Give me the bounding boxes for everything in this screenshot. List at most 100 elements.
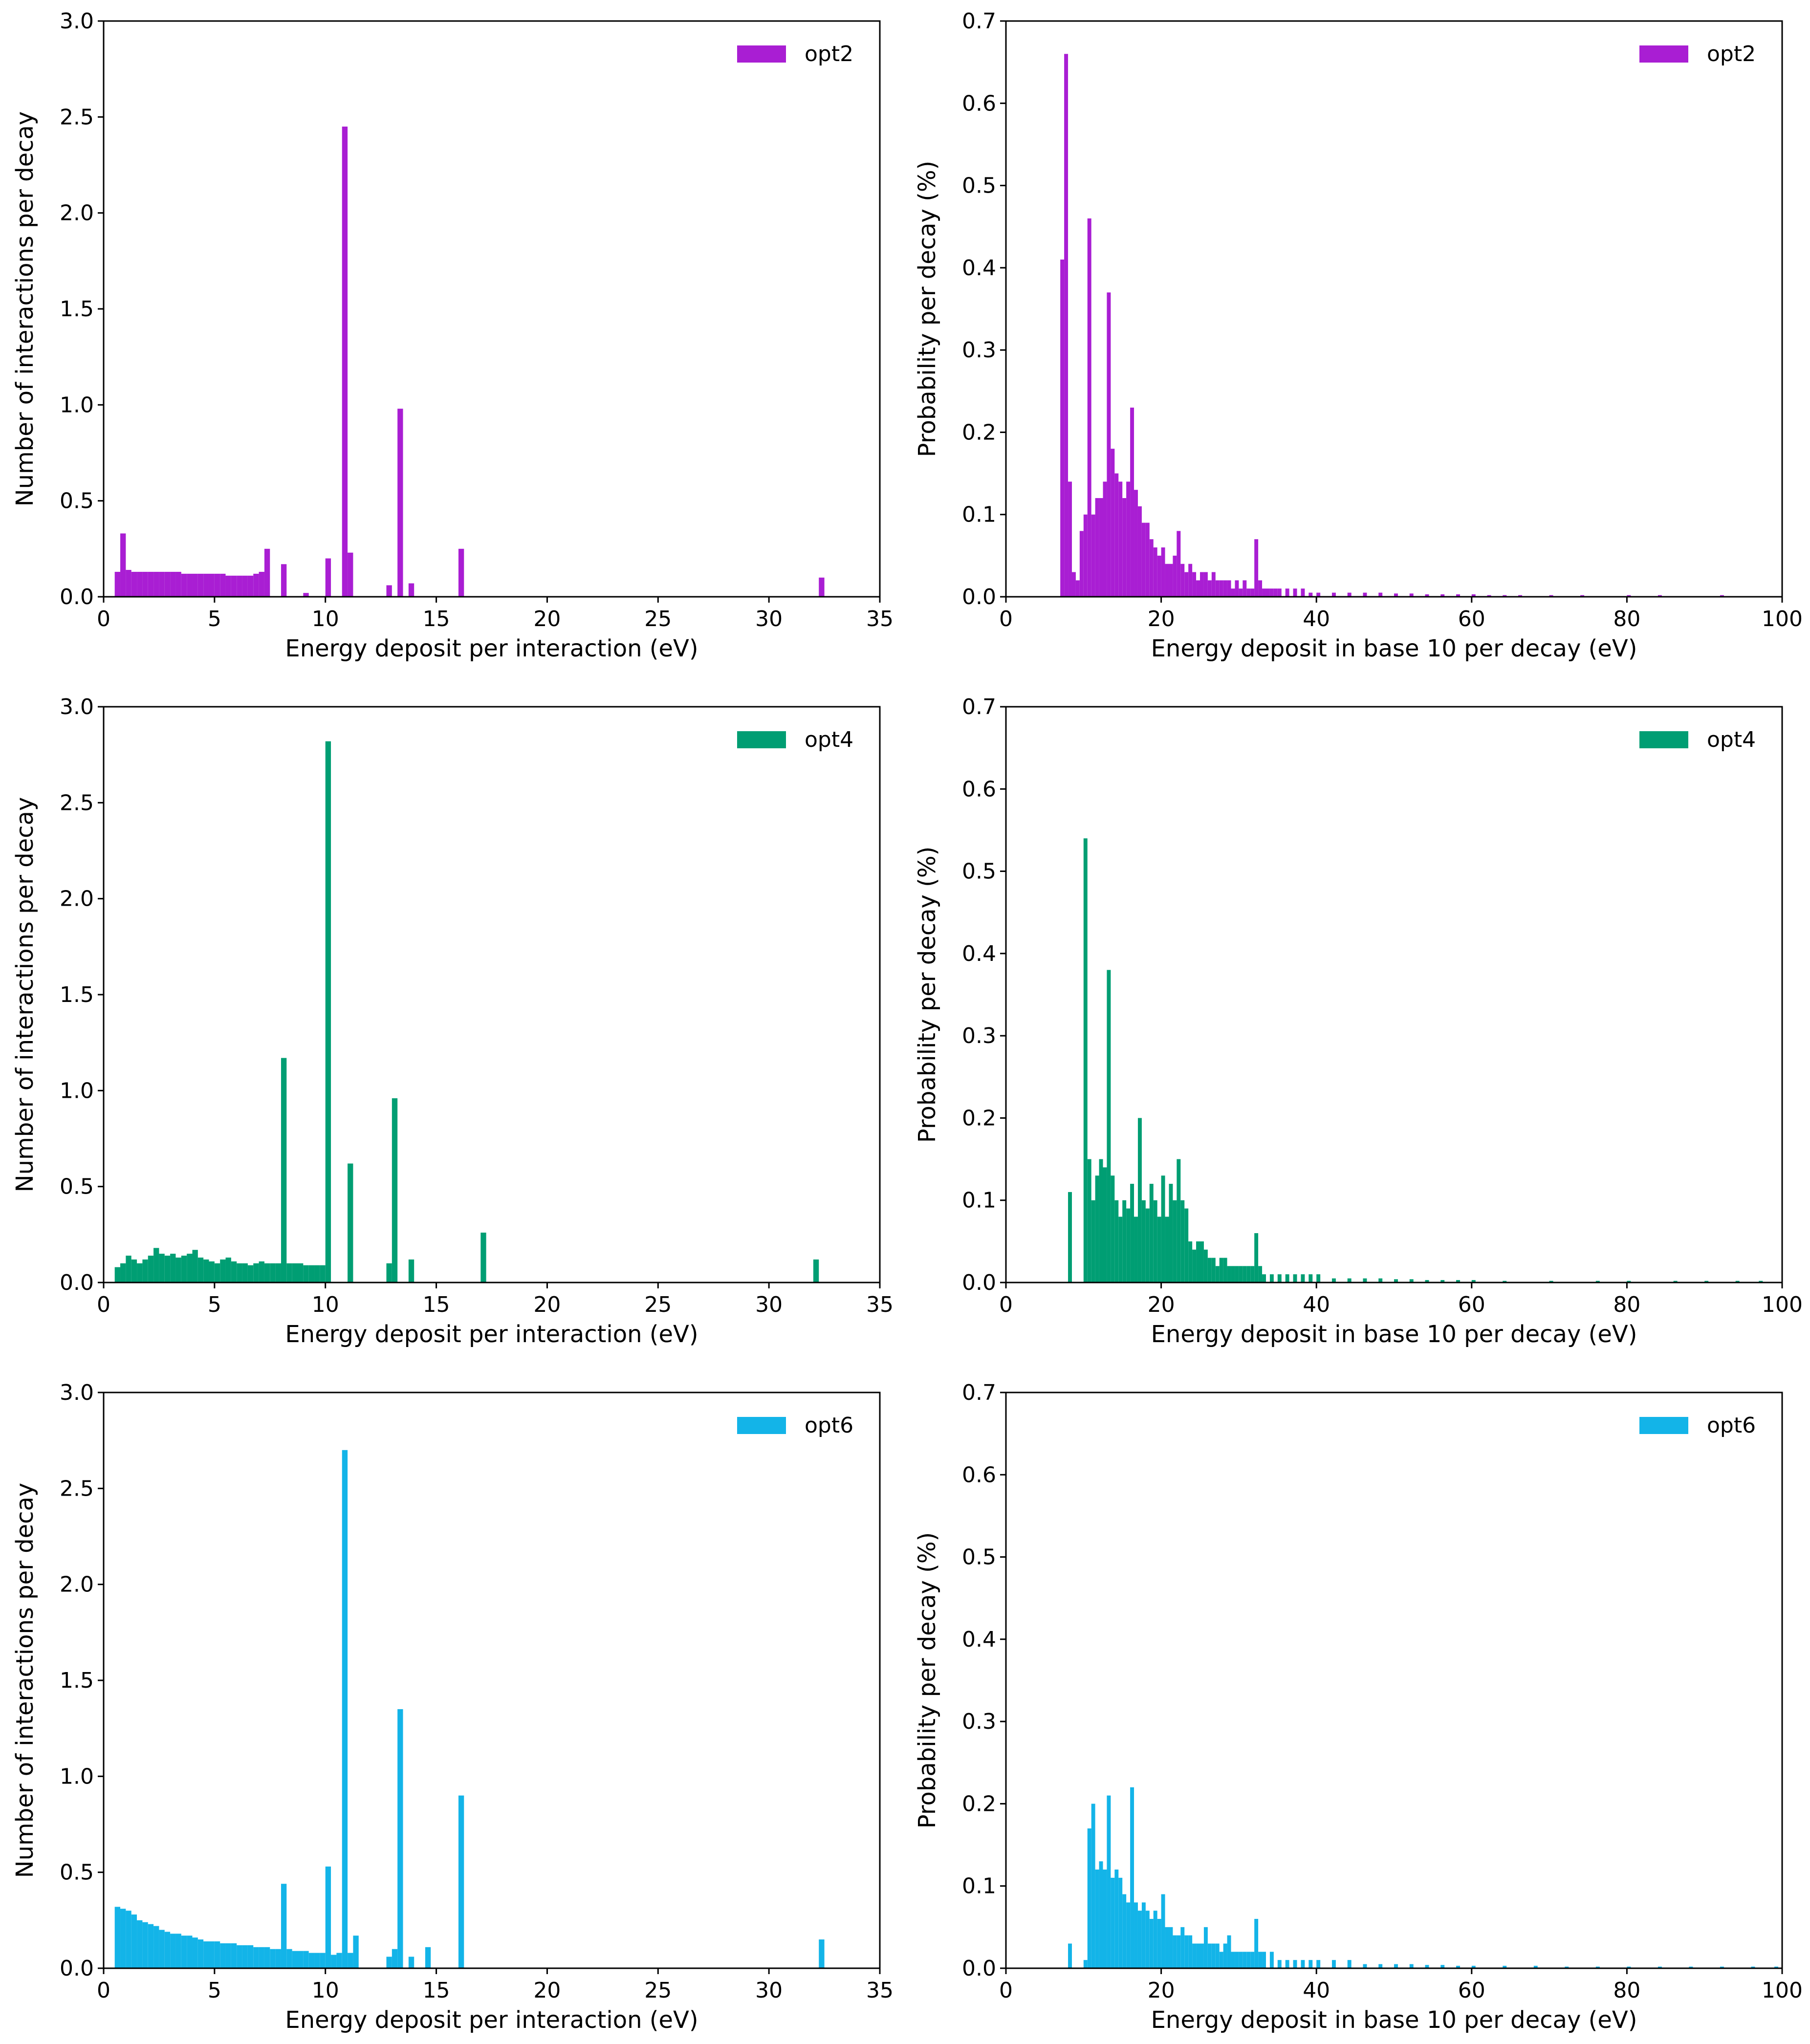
- bar: [1262, 588, 1266, 597]
- bar: [1134, 1217, 1138, 1283]
- bar: [303, 1951, 309, 1968]
- bar: [1200, 572, 1204, 597]
- x-tick-label: 5: [208, 607, 221, 631]
- legend-swatch: [737, 45, 786, 63]
- bar: [1161, 547, 1165, 597]
- x-tick-label: 30: [755, 1292, 783, 1317]
- bar: [292, 1951, 298, 1968]
- bar: [1223, 1943, 1227, 1968]
- bar: [1145, 1208, 1150, 1283]
- bar: [225, 575, 231, 597]
- bar: [1126, 1208, 1131, 1283]
- bar: [386, 1263, 392, 1283]
- bar: [1471, 594, 1476, 597]
- bar: [1211, 572, 1216, 597]
- bar: [1095, 498, 1099, 597]
- bar: [1173, 555, 1177, 597]
- x-tick-label: 20: [1148, 607, 1175, 631]
- bar: [425, 1947, 431, 1968]
- bar: [247, 1945, 254, 1968]
- chart-panel-middle-left: 0 5 10 15 20 25 30 35 0.0 0.5 1.0 1.5 2.0 2.5 3.0 Energ…: [11, 695, 894, 1348]
- bar: [214, 1263, 220, 1283]
- bar: [259, 1947, 264, 1968]
- bar: [197, 1939, 204, 1968]
- y-tick-label: 0.0: [60, 1956, 94, 1981]
- y-tick-label: 2.0: [60, 1572, 94, 1597]
- y-axis-label: Number of interactions per decay: [11, 111, 39, 507]
- y-tick-label: 0.4: [962, 256, 996, 281]
- y-tick-label: 0.1: [962, 502, 996, 527]
- bar: [1107, 292, 1111, 597]
- bar: [1394, 593, 1398, 597]
- bar: [1518, 595, 1523, 597]
- bar: [1285, 1274, 1289, 1283]
- bar: [1130, 1787, 1134, 1968]
- bar: [1273, 588, 1278, 597]
- bar: [1471, 1965, 1476, 1968]
- bar: [1627, 595, 1631, 597]
- bar: [1301, 1274, 1305, 1283]
- bar: [1207, 580, 1212, 597]
- bar: [1215, 580, 1220, 597]
- bar: [1331, 1960, 1336, 1968]
- bar: [1316, 1274, 1321, 1283]
- bar: [1165, 1927, 1169, 1968]
- bar: [181, 573, 187, 597]
- bar: [1254, 1919, 1259, 1968]
- x-tick-label: 60: [1458, 1978, 1485, 2003]
- bar: [1165, 564, 1169, 597]
- bar: [187, 573, 193, 597]
- y-tick-label: 0.6: [962, 1462, 996, 1487]
- bar: [1149, 1184, 1154, 1283]
- bar: [1060, 260, 1065, 597]
- bar: [1111, 449, 1115, 597]
- bar: [164, 1932, 171, 1968]
- plot-frame: [1005, 20, 1783, 598]
- bar: [1331, 592, 1336, 597]
- bar: [1301, 1960, 1305, 1968]
- bar: [1126, 481, 1131, 597]
- x-tick-label: 80: [1613, 607, 1640, 631]
- bar: [1219, 580, 1223, 597]
- bar: [1503, 1281, 1507, 1283]
- bar: [1456, 1280, 1460, 1283]
- bar: [1243, 580, 1247, 597]
- bar: [126, 570, 131, 597]
- bar: [1071, 572, 1076, 597]
- legend-label: opt4: [805, 727, 853, 752]
- bar: [1192, 1943, 1197, 1968]
- bar: [1149, 539, 1154, 597]
- bar: [1308, 1274, 1313, 1283]
- bar: [1227, 1266, 1231, 1283]
- bar: [1235, 1266, 1239, 1283]
- bar: [1378, 1964, 1383, 1968]
- chart-panel-bottom-left: 0 5 10 15 20 25 30 35 0.0 0.5 1.0 1.5 2.0 2.5 3.0 Energ…: [11, 1380, 894, 2034]
- bar: [298, 1951, 304, 1968]
- bar: [1153, 1200, 1157, 1283]
- bar: [336, 1953, 342, 1968]
- bar: [264, 548, 270, 597]
- bar: [1293, 588, 1297, 597]
- y-tick-label: 1.5: [60, 982, 94, 1007]
- bar: [1239, 1266, 1243, 1283]
- bar: [1173, 1935, 1177, 1968]
- bar: [1549, 595, 1553, 597]
- x-tick-label: 0: [97, 607, 110, 631]
- legend: opt2: [1639, 42, 1756, 66]
- bar: [1122, 498, 1127, 597]
- bar: [1134, 490, 1138, 597]
- bar: [458, 1795, 464, 1968]
- bar: [1456, 594, 1460, 597]
- y-tick-label: 0.5: [60, 1174, 94, 1199]
- bar: [1188, 564, 1193, 597]
- bar: [1235, 1952, 1239, 1968]
- bar: [1215, 1943, 1220, 1968]
- y-tick-label: 2.0: [60, 887, 94, 912]
- bar: [281, 1884, 287, 1968]
- bar: [1227, 1935, 1231, 1968]
- bar: [1347, 1960, 1352, 1968]
- bar: [1262, 1274, 1266, 1283]
- bar: [1657, 1966, 1662, 1968]
- y-tick-label: 0.0: [60, 585, 94, 609]
- bar: [1269, 1952, 1274, 1968]
